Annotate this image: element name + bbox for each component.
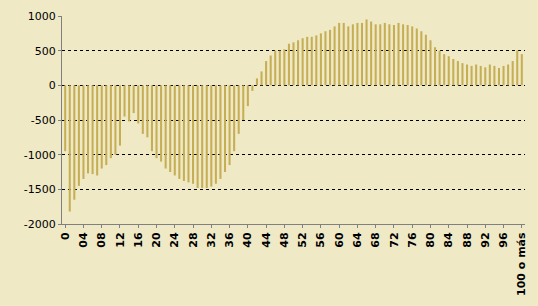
svg-text:0: 0 [59, 232, 72, 240]
svg-text:48: 48 [278, 232, 291, 247]
svg-text:76: 76 [406, 232, 419, 248]
svg-text:96: 96 [497, 232, 510, 248]
svg-text:0: 0 [49, 79, 56, 92]
svg-text:60: 60 [333, 232, 346, 248]
svg-text:32: 32 [205, 232, 218, 247]
svg-text:28: 28 [187, 232, 200, 247]
svg-text:20: 20 [150, 232, 163, 248]
svg-text:500: 500 [35, 45, 56, 58]
svg-text:88: 88 [461, 232, 474, 247]
svg-text:16: 16 [132, 232, 145, 248]
svg-text:68: 68 [369, 232, 382, 247]
svg-text:56: 56 [314, 232, 327, 248]
svg-text:92: 92 [479, 232, 492, 247]
svg-text:12: 12 [114, 232, 127, 247]
svg-text:52: 52 [296, 232, 309, 247]
svg-text:64: 64 [351, 232, 364, 248]
svg-text:08: 08 [95, 232, 108, 247]
svg-text:1000: 1000 [28, 10, 56, 23]
svg-text:-500: -500 [31, 114, 56, 127]
svg-text:84: 84 [442, 232, 455, 248]
svg-text:-1500: -1500 [24, 183, 56, 196]
svg-text:100 o más: 100 o más [515, 232, 528, 296]
svg-text:-1000: -1000 [24, 149, 56, 162]
svg-text:04: 04 [77, 232, 90, 248]
svg-text:72: 72 [388, 232, 401, 247]
svg-text:80: 80 [424, 232, 437, 248]
svg-text:36: 36 [223, 232, 236, 248]
svg-text:40: 40 [241, 232, 254, 248]
svg-text:24: 24 [168, 232, 181, 248]
svg-text:44: 44 [260, 232, 273, 248]
svg-text:-2000: -2000 [24, 218, 56, 231]
